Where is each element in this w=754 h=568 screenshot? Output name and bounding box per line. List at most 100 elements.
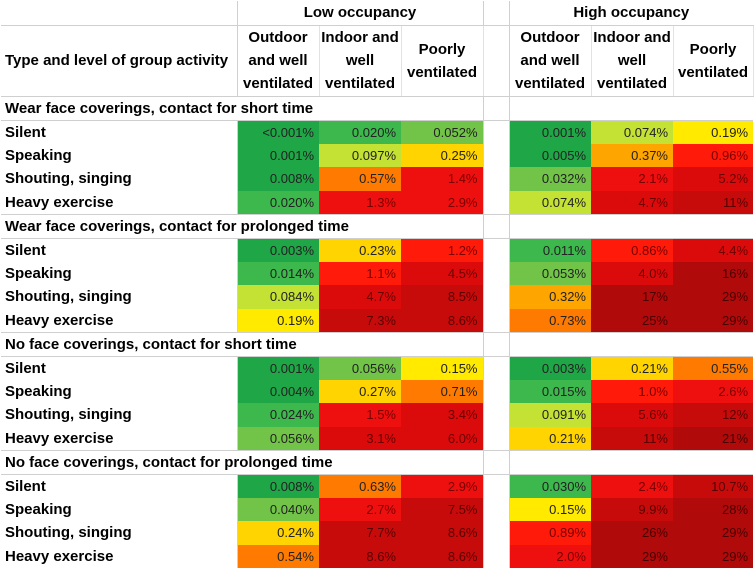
heatmap-cell: 2.1%: [591, 167, 673, 191]
heatmap-cell: 0.005%: [509, 144, 591, 168]
activity-label: Shouting, singing: [1, 285, 237, 309]
heatmap-cell: 26%: [591, 521, 673, 545]
heatmap-cell: 11%: [591, 427, 673, 451]
heatmap-cell: 6.0%: [401, 427, 483, 451]
heatmap-cell: 28%: [673, 498, 753, 522]
section-title-spacer: [509, 214, 753, 238]
heatmap-cell: 9.9%: [591, 498, 673, 522]
heatmap-cell: 29%: [673, 285, 753, 309]
header-blank: [1, 1, 237, 25]
heatmap-cell: 16%: [673, 262, 753, 286]
heatmap-cell: 0.003%: [237, 238, 319, 262]
heatmap-cell: 0.020%: [237, 191, 319, 215]
heatmap-cell: 4.4%: [673, 238, 753, 262]
activity-label: Silent: [1, 120, 237, 144]
activity-label: Shouting, singing: [1, 167, 237, 191]
heatmap-cell: 4.7%: [591, 191, 673, 215]
heatmap-cell: 25%: [591, 309, 673, 333]
section-gap: [483, 332, 509, 356]
heatmap-cell: 8.6%: [401, 521, 483, 545]
section-header-row: Wear face coverings, contact for short t…: [1, 96, 753, 120]
heatmap-cell: 0.084%: [237, 285, 319, 309]
heatmap-cell: 0.004%: [237, 380, 319, 404]
heatmap-cell: 0.32%: [509, 285, 591, 309]
heatmap-cell: 1.4%: [401, 167, 483, 191]
activity-label: Heavy exercise: [1, 427, 237, 451]
row-gap: [483, 120, 509, 144]
activity-label: Silent: [1, 474, 237, 498]
heatmap-cell: 12%: [673, 403, 753, 427]
heatmap-cell: 1.3%: [319, 191, 401, 215]
row-header-label: Type and level of group activity: [1, 25, 237, 96]
row-gap: [483, 521, 509, 545]
column-header: Indoor and well ventilated: [319, 25, 401, 96]
heatmap-cell: 2.9%: [401, 474, 483, 498]
group-header-high: High occupancy: [509, 1, 753, 25]
heatmap-cell: 0.27%: [319, 380, 401, 404]
heatmap-cell: 0.23%: [319, 238, 401, 262]
heatmap-cell: 0.96%: [673, 144, 753, 168]
column-header: Outdoor and well ventilated: [509, 25, 591, 96]
heatmap-cell: 0.73%: [509, 309, 591, 333]
activity-label: Heavy exercise: [1, 309, 237, 333]
row-gap: [483, 380, 509, 404]
row-gap: [483, 403, 509, 427]
heatmap-cell: 0.15%: [401, 356, 483, 380]
heatmap-cell: 0.056%: [237, 427, 319, 451]
section-gap: [483, 450, 509, 474]
activity-label: Heavy exercise: [1, 191, 237, 215]
row-gap: [483, 474, 509, 498]
activity-label: Speaking: [1, 380, 237, 404]
heatmap-cell: 8.5%: [401, 285, 483, 309]
heatmap-cell: 0.55%: [673, 356, 753, 380]
column-header: Poorly ventilated: [673, 25, 753, 96]
heatmap-cell: 0.24%: [237, 521, 319, 545]
heatmap-cell: 2.7%: [319, 498, 401, 522]
heatmap-cell: 0.89%: [509, 521, 591, 545]
section-title: Wear face coverings, contact for prolong…: [1, 214, 483, 238]
heatmap-cell: 21%: [673, 427, 753, 451]
row-gap: [483, 285, 509, 309]
row-gap: [483, 498, 509, 522]
activity-label: Speaking: [1, 498, 237, 522]
heatmap-cell: 1.5%: [319, 403, 401, 427]
section-header-row: Wear face coverings, contact for prolong…: [1, 214, 753, 238]
section-header-row: No face coverings, contact for short tim…: [1, 332, 753, 356]
heatmap-cell: 0.056%: [319, 356, 401, 380]
heatmap-cell: 0.25%: [401, 144, 483, 168]
heatmap-cell: 8.6%: [319, 545, 401, 568]
heatmap-cell: 8.6%: [401, 545, 483, 568]
heatmap-cell: 7.3%: [319, 309, 401, 333]
heatmap-cell: 0.011%: [509, 238, 591, 262]
heatmap-cell: 0.030%: [509, 474, 591, 498]
heatmap-cell: 11%: [673, 191, 753, 215]
heatmap-cell: 0.032%: [509, 167, 591, 191]
heatmap-cell: 0.15%: [509, 498, 591, 522]
column-header: Indoor and well ventilated: [591, 25, 673, 96]
heatmap-cell: 2.4%: [591, 474, 673, 498]
heatmap-cell: 0.21%: [591, 356, 673, 380]
heatmap-cell: 0.19%: [237, 309, 319, 333]
heatmap-cell: 2.9%: [401, 191, 483, 215]
heatmap-cell: 0.001%: [237, 356, 319, 380]
heatmap-cell: 0.37%: [591, 144, 673, 168]
column-header-row: Type and level of group activity Outdoor …: [1, 25, 753, 96]
heatmap-cell: 7.5%: [401, 498, 483, 522]
row-gap: [483, 238, 509, 262]
heatmap-cell: 4.0%: [591, 262, 673, 286]
heatmap-cell: 2.6%: [673, 380, 753, 404]
heatmap-cell: 29%: [673, 521, 753, 545]
heatmap-cell: 29%: [591, 545, 673, 568]
column-gap: [483, 25, 509, 96]
group-gap: [483, 1, 509, 25]
activity-label: Speaking: [1, 262, 237, 286]
heatmap-cell: 0.097%: [319, 144, 401, 168]
